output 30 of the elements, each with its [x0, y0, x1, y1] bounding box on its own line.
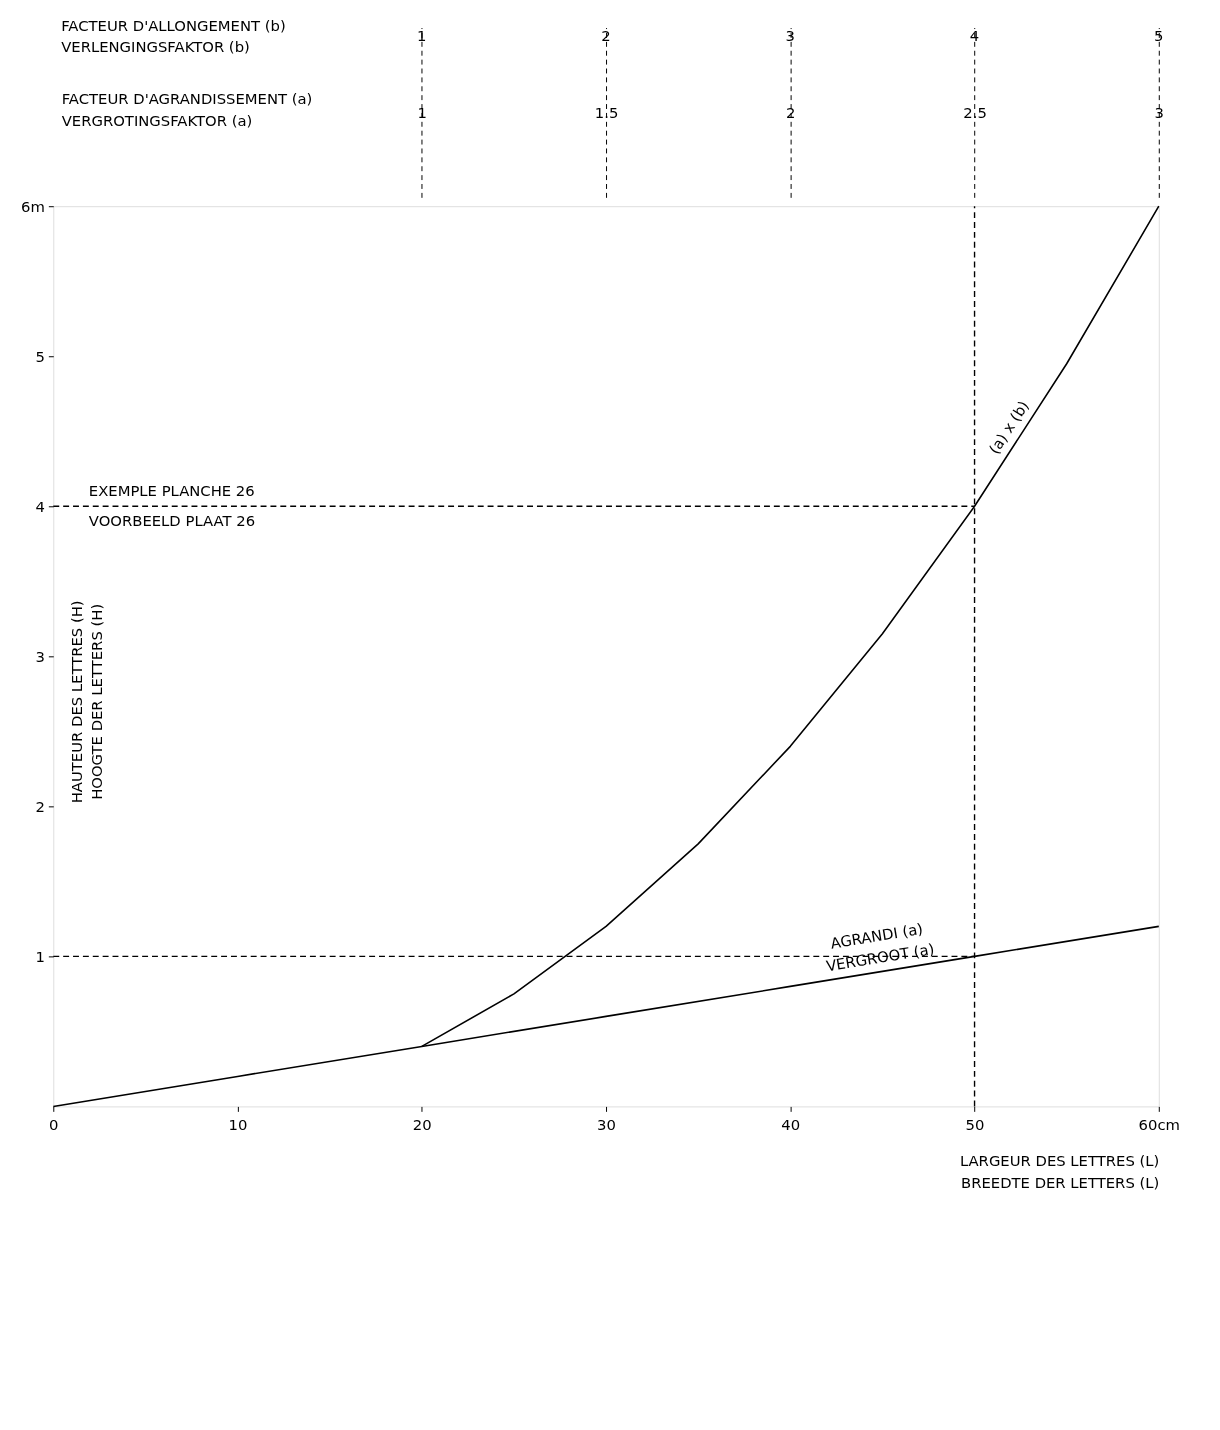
- text: 5: [1154, 27, 1164, 45]
- text: 3: [785, 27, 796, 45]
- y-tick-label: 2: [35, 797, 45, 815]
- text: AGRANDI (a) VERGROOT (a): [824, 919, 936, 975]
- y-tick-label: 5: [35, 347, 45, 365]
- x-axis-title: LARGEUR DES LETTRES (L) BREEDTE DER LETTERS (L): [959, 1152, 1160, 1191]
- y-tick-label: 6m: [21, 197, 45, 215]
- y-axis-title: HAUTEUR DES LETTRES (H) HOOGTE DER LETTERS (H): [68, 600, 106, 804]
- x2-tick-label: 1.5: [594, 103, 619, 121]
- x-tick-label: 10: [228, 1115, 248, 1133]
- x-tick-label: 50: [965, 1115, 985, 1133]
- text: FACTEUR D'ALLONGEMENT (b) VERLENGINGSFAKTOR (b): [61, 16, 286, 56]
- x2-tick-label: 3: [1154, 103, 1165, 121]
- x2-tick-label: 1: [417, 103, 428, 121]
- x-tick-label: 60cm: [1138, 1115, 1180, 1133]
- y-tick-label: 1: [35, 947, 45, 965]
- x-tick-label: 40: [781, 1115, 801, 1133]
- ref-line-label: EXEMPLE PLANCHE 26 VOORBEELD PLAAT 26: [88, 482, 256, 530]
- x-tick-label: 20: [412, 1115, 432, 1133]
- text: 4: [969, 27, 980, 45]
- x2-tick-label: 2.5: [963, 103, 987, 121]
- x-tick-label: 30: [597, 1115, 616, 1133]
- text: (a) x (b): [985, 397, 1032, 457]
- x2-axis-title: FACTEUR D'AGRANDISSEMENT (a) VERGROTINGSFAKTOR (a): [61, 90, 313, 129]
- text: 1: [417, 27, 427, 45]
- text: 2: [601, 27, 611, 45]
- y-tick-label: 3: [35, 647, 45, 665]
- x2-tick-label: 2: [786, 103, 796, 121]
- x-tick-label: 0: [49, 1115, 59, 1133]
- y-tick-label: 4: [35, 497, 45, 515]
